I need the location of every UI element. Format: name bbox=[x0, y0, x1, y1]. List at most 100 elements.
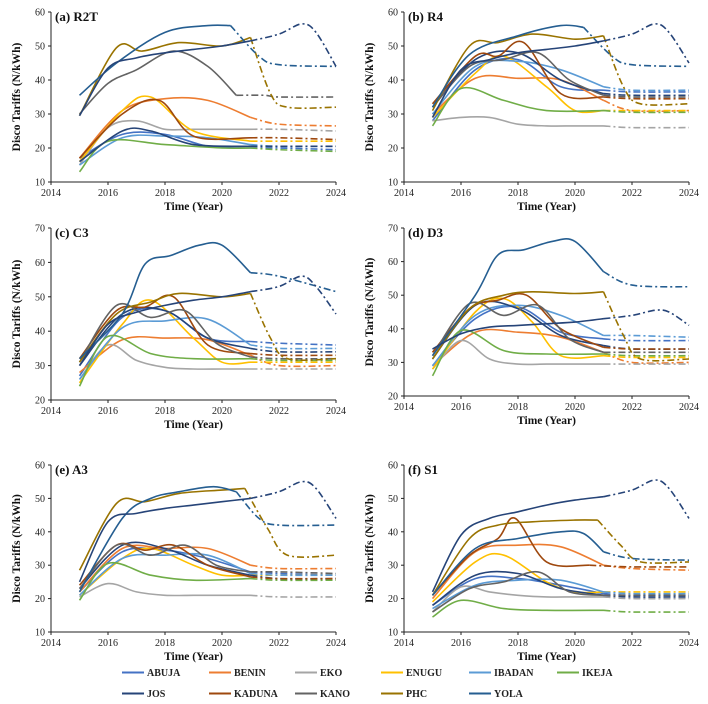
series-line-projection bbox=[250, 576, 337, 580]
series-line-projection bbox=[602, 291, 690, 362]
y-axis-label: Disco Tariffs (N/kWh) bbox=[11, 494, 23, 603]
series-line-projection bbox=[250, 480, 337, 519]
series-line-solid bbox=[431, 74, 604, 115]
legend-label: JOS bbox=[147, 689, 166, 700]
series-phc bbox=[431, 519, 690, 596]
y-tick-label: 10 bbox=[388, 178, 398, 189]
series-benin bbox=[78, 96, 337, 159]
series-line-projection bbox=[250, 136, 337, 141]
chart-panel-6: 10 20 30 40 50 60 2014 2016 2018 2020 2022 2024 Time… bbox=[364, 461, 699, 664]
y-tick-label: 30 bbox=[35, 361, 45, 372]
series-line-solid bbox=[79, 335, 251, 374]
series-jos bbox=[78, 275, 337, 367]
y-tick-label: 60 bbox=[388, 461, 398, 472]
y-tick-label: 20 bbox=[388, 392, 398, 403]
x-tick-label: 2018 bbox=[508, 188, 528, 199]
series-ikeja bbox=[431, 329, 690, 377]
y-tick-label: 30 bbox=[388, 358, 398, 369]
series-line-projection bbox=[582, 26, 690, 68]
x-tick-label: 2014 bbox=[41, 638, 61, 649]
series-line-projection bbox=[603, 351, 690, 364]
x-tick-label: 2022 bbox=[269, 638, 289, 649]
series-ibadan bbox=[78, 316, 337, 380]
series-eko bbox=[431, 585, 690, 613]
y-tick-label: 20 bbox=[388, 144, 398, 155]
legend-label: PHC bbox=[406, 689, 427, 700]
series-line-projection bbox=[250, 570, 337, 575]
series-abuja bbox=[431, 57, 690, 122]
series-line-solid bbox=[431, 57, 604, 122]
x-tick-label: 2014 bbox=[41, 406, 61, 417]
series-line-solid bbox=[431, 86, 604, 127]
legend-label: ENUGU bbox=[406, 668, 442, 679]
series-line-projection bbox=[603, 479, 690, 519]
series-line-solid bbox=[78, 543, 251, 590]
x-tick-label: 2016 bbox=[451, 638, 471, 649]
series-line-solid bbox=[431, 33, 604, 111]
series-jos bbox=[78, 23, 337, 117]
series-line-solid bbox=[432, 599, 604, 618]
series-line-solid bbox=[432, 570, 604, 613]
series-line-projection bbox=[250, 574, 337, 580]
x-tick-label: 2018 bbox=[508, 402, 528, 413]
series-line-projection bbox=[250, 577, 337, 582]
series-line-solid bbox=[431, 301, 604, 357]
series-line-projection bbox=[603, 96, 690, 100]
series-line-projection bbox=[603, 109, 690, 114]
x-tick-label: 2024 bbox=[326, 638, 346, 649]
x-tick-label: 2022 bbox=[622, 638, 642, 649]
x-axis-label: Time (Year) bbox=[164, 419, 223, 431]
series-phc bbox=[431, 33, 690, 111]
series-yola bbox=[431, 24, 690, 108]
legend-item-abuja: ABUJA bbox=[122, 668, 181, 679]
chart-panel-4: 20 30 40 50 60 70 2014 2016 2018 2020 2022 2024 Time… bbox=[364, 224, 699, 428]
y-axis-label: Disco Tariffs (N/kWh) bbox=[364, 494, 376, 603]
series-line-projection bbox=[603, 309, 690, 327]
y-tick-label: 20 bbox=[388, 594, 398, 605]
series-line-projection bbox=[603, 94, 690, 98]
series-line-solid bbox=[431, 495, 604, 593]
series-line-projection bbox=[603, 89, 690, 93]
series-line-solid bbox=[78, 316, 251, 380]
series-phc bbox=[78, 487, 337, 571]
series-ikeja bbox=[78, 138, 337, 173]
y-tick-label: 20 bbox=[35, 144, 45, 155]
legend-item-kano: KANO bbox=[295, 689, 350, 700]
series-line-projection bbox=[235, 491, 337, 527]
series-line-solid bbox=[431, 59, 604, 115]
series-line-solid bbox=[432, 317, 604, 350]
series-line-solid bbox=[431, 585, 604, 613]
series-jos bbox=[431, 23, 690, 118]
series-line-solid bbox=[431, 51, 604, 108]
series-line-projection bbox=[603, 354, 690, 359]
series-line-projection bbox=[250, 354, 337, 368]
series-abuja bbox=[432, 575, 690, 606]
series-eko bbox=[79, 582, 337, 598]
legend-item-ikeja: IKEJA bbox=[557, 668, 613, 679]
legend-item-benin: BENIN bbox=[209, 668, 266, 679]
series-kano bbox=[431, 301, 689, 357]
series-eko bbox=[432, 115, 690, 129]
series-line-projection bbox=[250, 344, 337, 350]
y-tick-label: 10 bbox=[35, 178, 45, 189]
series-line-solid bbox=[431, 40, 604, 105]
series-line-solid bbox=[431, 24, 584, 108]
series-line-projection bbox=[250, 271, 337, 293]
x-axis-label: Time (Year) bbox=[517, 201, 576, 213]
x-tick-label: 2018 bbox=[155, 188, 175, 199]
y-axis-label: Disco Tariffs (N/kWh) bbox=[364, 258, 376, 367]
x-tick-label: 2022 bbox=[269, 406, 289, 417]
x-tick-label: 2020 bbox=[565, 188, 585, 199]
series-ibadan bbox=[431, 59, 690, 115]
series-line-solid bbox=[432, 570, 604, 606]
series-line-solid bbox=[431, 339, 604, 370]
legend-item-ibadan: IBADAN bbox=[469, 668, 534, 679]
legend-item-jos: JOS bbox=[122, 689, 166, 700]
series-line-solid bbox=[431, 517, 590, 596]
series-line-solid bbox=[78, 50, 237, 115]
series-line-projection bbox=[603, 591, 690, 595]
series-line-solid bbox=[432, 578, 604, 610]
series-eko bbox=[78, 119, 337, 166]
series-line-solid bbox=[78, 40, 251, 117]
